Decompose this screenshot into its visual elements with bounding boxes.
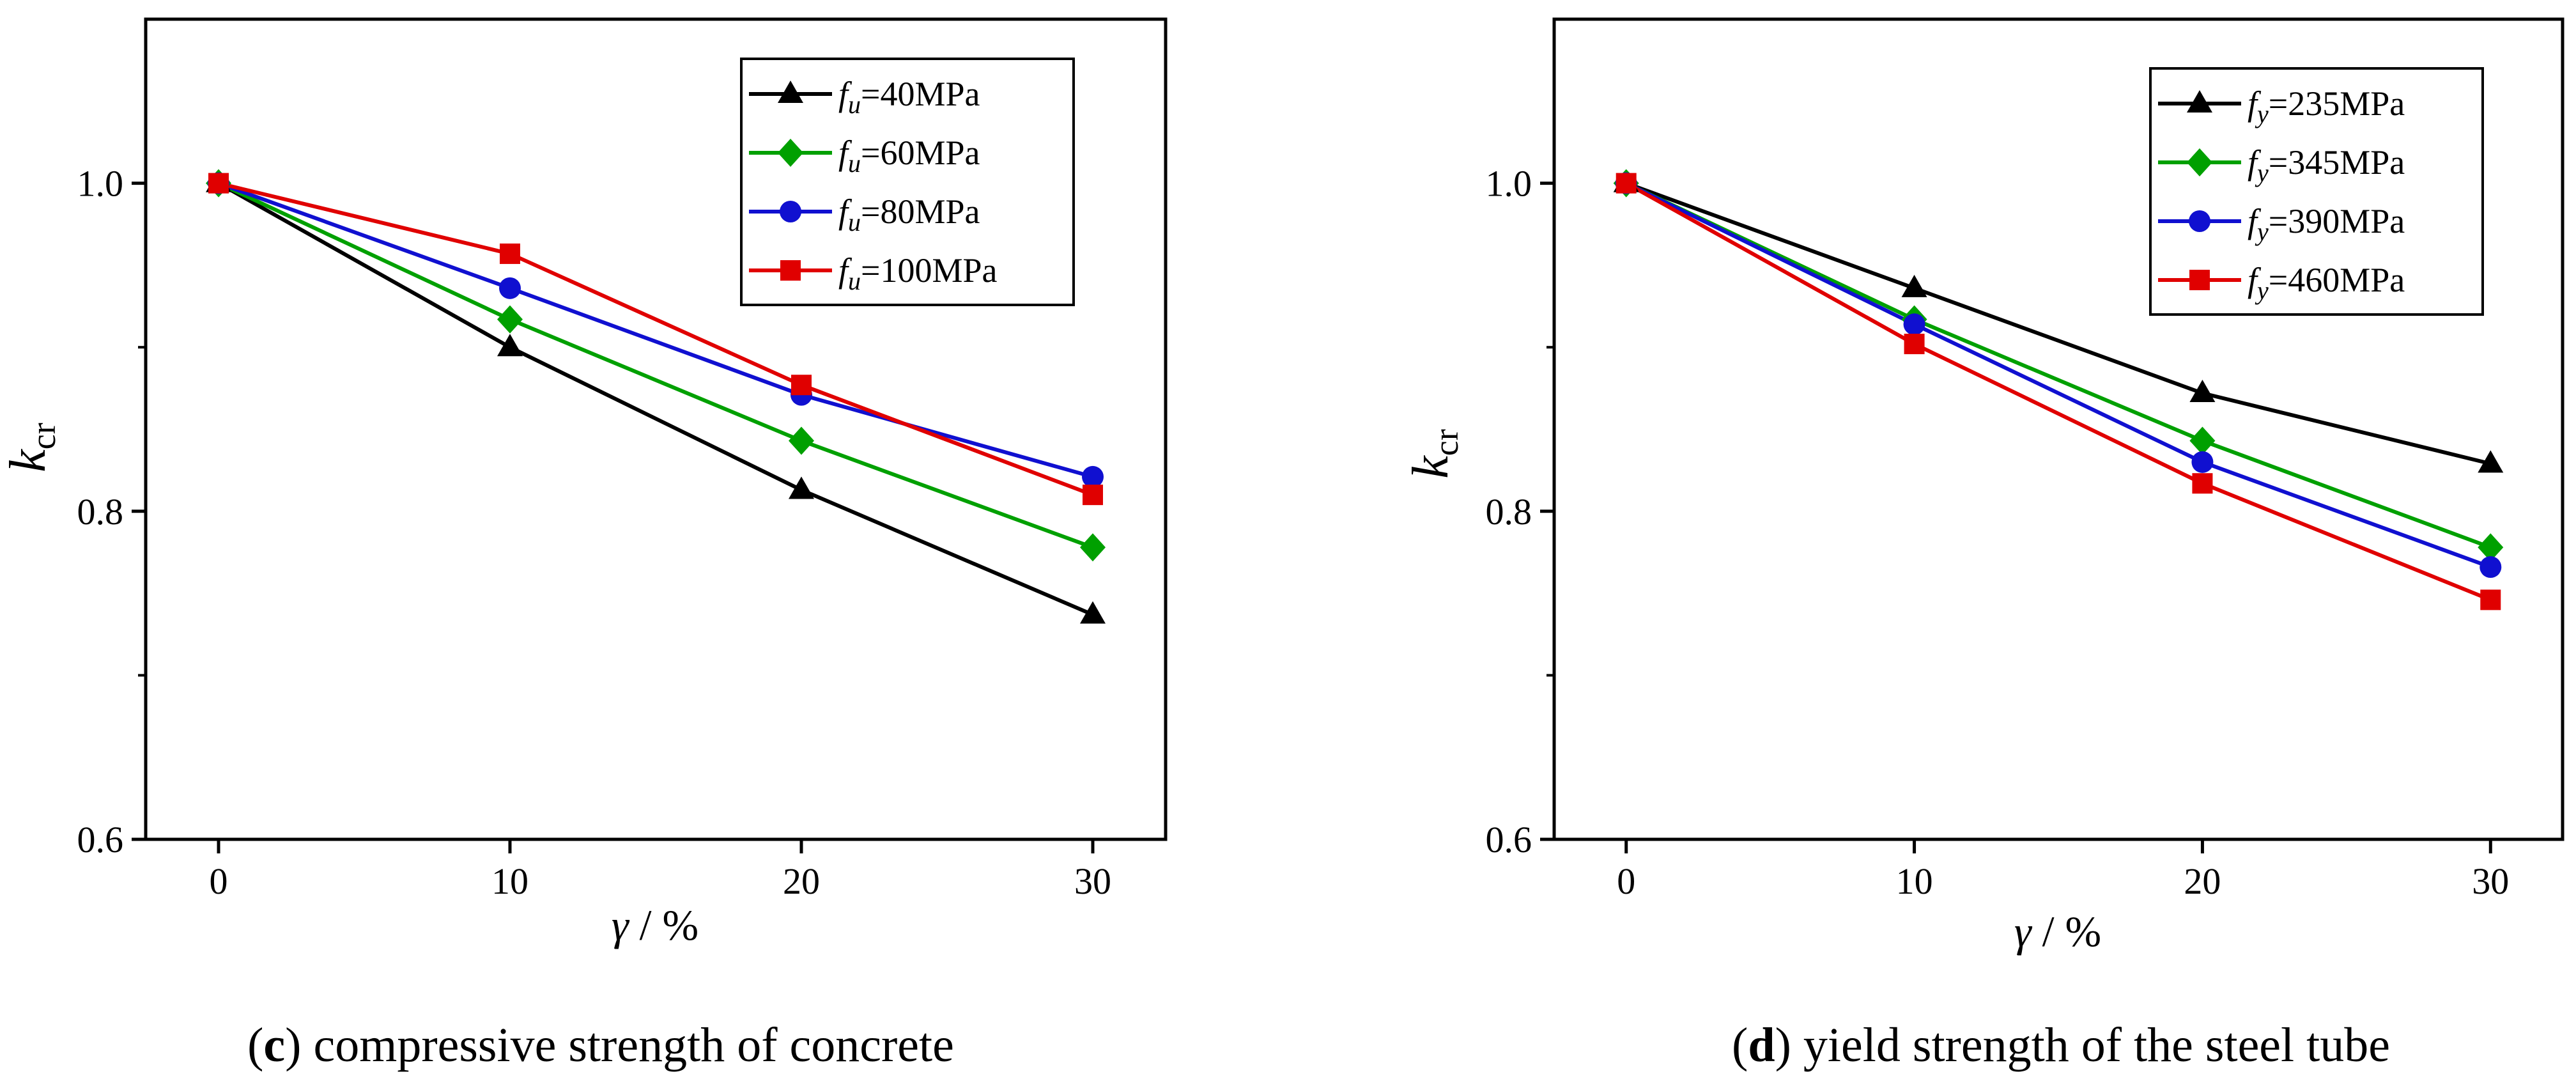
x-tick-label: 20 xyxy=(2184,860,2221,902)
x-tick-label: 10 xyxy=(1896,860,1933,902)
legend-label-2: fy=345MPa xyxy=(2248,143,2405,187)
chart-panel-c: 0 10 20 300.60.81.0fu=40MPafu=60MPafu=80MPa… xyxy=(0,17,1168,1072)
data-point-s1-2 xyxy=(789,476,814,499)
data-point-s4-0 xyxy=(208,173,229,194)
data-point-s4-3 xyxy=(2480,589,2501,610)
legend-label-4: fy=460MPa xyxy=(2248,261,2405,305)
data-point-s4-0 xyxy=(1616,173,1637,194)
data-point-s2-1 xyxy=(497,305,523,334)
legend-marker-3 xyxy=(780,201,801,222)
data-point-s2-3 xyxy=(2478,533,2504,562)
data-point-s2-3 xyxy=(1080,533,1106,562)
data-point-s1-2 xyxy=(2189,380,2216,403)
y-axis-title: kcr xyxy=(0,423,63,472)
data-point-s2-2 xyxy=(2189,426,2216,455)
legend-label-1: fu=40MPa xyxy=(838,75,980,119)
plot-frame xyxy=(144,17,1168,841)
y-tick-label: 0.8 xyxy=(77,491,124,532)
legend-marker-1 xyxy=(2187,90,2212,113)
data-point-s3-1 xyxy=(1903,313,1925,336)
data-point-s3-3 xyxy=(1082,465,1104,488)
data-point-s1-1 xyxy=(1901,274,1927,297)
legend-marker-2 xyxy=(2187,148,2212,176)
y-tick-label: 0.6 xyxy=(1486,819,1532,860)
series-line-1 xyxy=(217,181,1094,617)
x-tick-label: 0 xyxy=(210,860,228,902)
x-axis-title: γ / % xyxy=(2014,907,2101,956)
data-point-s4-3 xyxy=(1083,485,1103,506)
series-line-4 xyxy=(1625,181,2492,602)
series-line-2 xyxy=(1625,181,2492,550)
data-point-s3-3 xyxy=(2480,556,2502,579)
y-tick-label: 0.8 xyxy=(1486,491,1532,532)
data-point-s1-3 xyxy=(1080,601,1106,624)
x-tick-label: 0 xyxy=(1617,860,1635,902)
plot-frame xyxy=(1552,17,2564,841)
data-point-s4-2 xyxy=(2192,473,2213,494)
x-tick-label: 30 xyxy=(1074,860,1111,902)
data-point-s3-1 xyxy=(499,277,521,299)
series-line-3 xyxy=(217,181,1093,479)
data-point-s4-1 xyxy=(1904,334,1925,355)
legend-marker-3 xyxy=(2189,210,2210,232)
data-point-s1-3 xyxy=(2478,450,2504,473)
y-tick-label: 1.0 xyxy=(77,163,124,205)
x-axis-title: γ / % xyxy=(612,901,698,949)
x-tick-label: 20 xyxy=(783,860,820,902)
legend-label-4: fu=100MPa xyxy=(838,251,998,295)
y-tick-label: 1.0 xyxy=(1486,163,1532,205)
legend-marker-1 xyxy=(778,81,803,103)
legend-label-2: fu=60MPa xyxy=(838,134,980,178)
legend-label-3: fy=390MPa xyxy=(2248,202,2405,246)
data-point-s1-1 xyxy=(497,334,523,357)
y-tick-label: 0.6 xyxy=(77,819,124,860)
legend-label-1: fy=235MPa xyxy=(2248,84,2405,128)
legend: fy=235MPa fy=345MPa fy=390MPa fy=460MPa xyxy=(2149,67,2484,316)
legend-marker-4 xyxy=(2189,270,2210,290)
legend-marker-2 xyxy=(778,139,803,167)
series-line-3 xyxy=(1625,181,2492,569)
panel-caption: (c) compressive strength of concrete xyxy=(247,1018,954,1072)
panel-caption: (d) yield strength of the steel tube xyxy=(1732,1018,2390,1072)
data-point-s3-2 xyxy=(2191,451,2214,473)
legend-marker-4 xyxy=(780,260,801,281)
series-line-4 xyxy=(218,181,1094,497)
data-point-s4-1 xyxy=(500,243,520,264)
x-tick-label: 30 xyxy=(2472,860,2509,902)
data-point-s4-2 xyxy=(791,375,812,396)
y-axis-title: kcr xyxy=(1403,429,1465,478)
x-tick-label: 10 xyxy=(491,860,528,902)
series-line-2 xyxy=(217,181,1094,550)
chart-panel-d: 0 10 20 30 0.6 0.8 1.0 fy=235MPa fy=345MPa fy=390… xyxy=(1403,17,2564,1072)
data-point-s2-2 xyxy=(789,426,814,455)
series-line-1 xyxy=(1625,181,2491,466)
